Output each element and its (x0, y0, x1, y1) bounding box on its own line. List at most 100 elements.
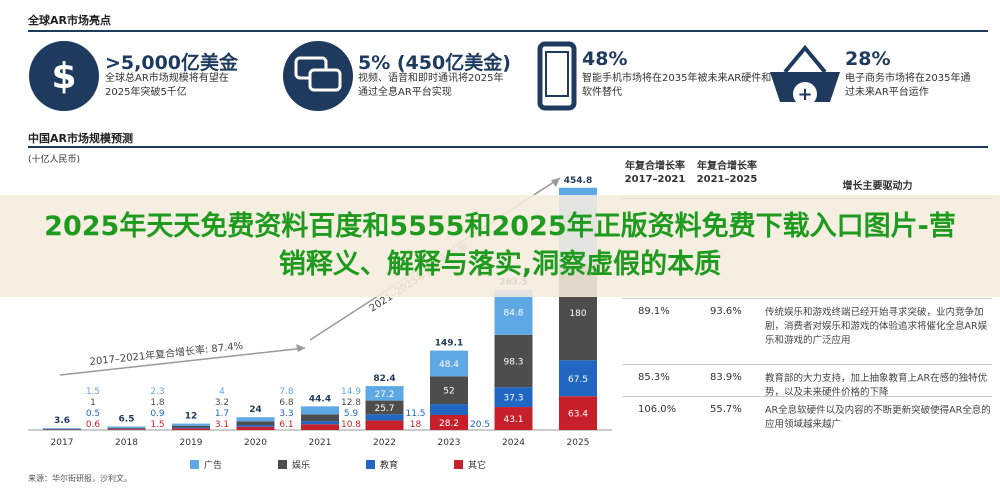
data-label: 7.8 (279, 387, 294, 397)
bar-segment (301, 421, 339, 425)
bar-segment (107, 429, 146, 430)
bar-segment (236, 424, 275, 427)
data-label: 28.2 (439, 419, 459, 429)
table-cell: 83.9% (710, 372, 742, 383)
data-label: 43.1 (503, 415, 523, 425)
legend-label: 广告 (204, 459, 222, 471)
row-rule (622, 298, 992, 299)
bar-segment (172, 423, 210, 426)
bar-segment (430, 414, 468, 430)
data-label: 27.2 (374, 390, 394, 400)
data-label: 37.3 (503, 394, 523, 404)
bar-segment (107, 427, 146, 429)
highlight-value: >5,000亿美金 (105, 52, 239, 74)
bar-segment (172, 427, 210, 429)
data-label: 0.6 (86, 420, 101, 430)
arrow-head (296, 344, 305, 352)
data-label: 84.8 (503, 309, 523, 319)
data-label: 67.5 (568, 375, 588, 385)
data-label: 1.5 (86, 387, 100, 397)
bar-segment (172, 428, 210, 430)
x-tick-label: 2018 (115, 438, 138, 448)
table-cell: 89.1% (638, 306, 670, 317)
bar-segment (365, 420, 404, 430)
data-label: 6.1 (279, 420, 293, 430)
bar-segment (559, 396, 597, 430)
table-cell: AR全息软硬件以及内容的不断更新突破使得AR全息的应用领域越来越广 (765, 405, 991, 430)
table-cell: 教育部的大力支持，加上抽象教育上AR在感的独特优势，以及未来硬件价格的下降 (765, 373, 988, 398)
bar-segment (301, 424, 339, 430)
total-label: 24 (249, 405, 262, 415)
total-label: 454.8 (564, 176, 592, 186)
banner: 2025年天天免费资料百度和5555和2025年正版资料免费下载入口图片-营销释… (0, 195, 1000, 297)
bar-segment (430, 376, 468, 405)
data-label: 3.3 (279, 409, 293, 419)
total-label: 82.4 (373, 374, 395, 384)
data-label: 1.7 (215, 409, 229, 419)
bar-segment (494, 407, 533, 430)
highlight-text: 视频、语音和即时通讯将2025年通过全息AR平台实现 (358, 73, 504, 98)
bar-segment (365, 386, 404, 401)
highlight-value: 48% (582, 48, 628, 70)
bar-segment (236, 421, 275, 425)
legend-swatch (278, 460, 287, 469)
total-label: 44.4 (309, 394, 331, 404)
legend-label: 教育 (380, 459, 398, 471)
data-label: 4 (219, 387, 225, 397)
highlight-value: 28% (845, 48, 891, 70)
growth-arrow (59, 347, 306, 376)
bar-segment (494, 387, 533, 408)
bar-segment (236, 426, 275, 430)
x-tick-label: 2024 (502, 438, 525, 448)
arrow-head (551, 178, 560, 187)
section-title: 全球AR市场亮点 (28, 14, 111, 27)
bar-segment (236, 417, 275, 422)
unit: (十亿人民币) (28, 155, 81, 165)
data-label: 98.3 (503, 358, 523, 368)
data-label: 1.5 (150, 420, 164, 430)
x-tick-label: 2019 (180, 438, 203, 448)
legend-label: 娱乐 (292, 459, 310, 471)
data-label: 18 (410, 420, 422, 430)
row-rule (622, 364, 992, 365)
row-rule (622, 396, 992, 397)
bar-segment (43, 428, 81, 430)
data-label: 2.3 (150, 387, 164, 397)
svg-text:$: $ (51, 56, 76, 97)
total-label: 149.1 (435, 339, 463, 349)
data-label: 0.9 (150, 409, 165, 419)
icons: $ + (29, 41, 840, 111)
bar-segment (172, 425, 210, 428)
bar-segment (365, 400, 404, 415)
table-cell: 55.7% (710, 404, 742, 415)
highlight-value: 5% (450亿美金) (358, 52, 511, 74)
data-label: 14.9 (341, 387, 361, 397)
legend-swatch (366, 460, 375, 469)
data-label: 48.4 (439, 360, 459, 370)
legend-swatch (190, 460, 199, 469)
source: 来源：华尔街研报，沙利文。 (28, 474, 132, 483)
bar-segment (301, 406, 339, 415)
legend-swatch (454, 460, 463, 469)
data-label: 0.5 (86, 409, 100, 419)
data-label: 1.8 (150, 398, 165, 408)
svg-text:+: + (797, 84, 812, 105)
rule (28, 30, 988, 32)
legend-label: 其它 (468, 459, 486, 471)
bar-segment (43, 428, 81, 429)
bar-segment (494, 334, 533, 388)
banner-text: 2025年天天免费资料百度和5555和2025年正版资料免费下载入口图片-营销释… (44, 211, 956, 280)
data-label: 3.2 (215, 398, 229, 408)
bar-segment (430, 350, 468, 377)
data-label: 180 (569, 309, 586, 319)
data-label: 20.5 (470, 420, 490, 430)
x-tick-label: 2021 (309, 438, 332, 448)
bar-segment (494, 289, 533, 335)
data-label: 52 (443, 387, 454, 397)
table-cell: 93.6% (710, 306, 742, 317)
highlight-text: 智能手机市场将在2035年被未来AR硬件和软件替代 (582, 73, 772, 98)
data-label: 3.1 (215, 420, 229, 430)
table-header: 年复合增长率 2021–2025 (696, 161, 758, 185)
table-cell: 85.3% (638, 372, 670, 383)
